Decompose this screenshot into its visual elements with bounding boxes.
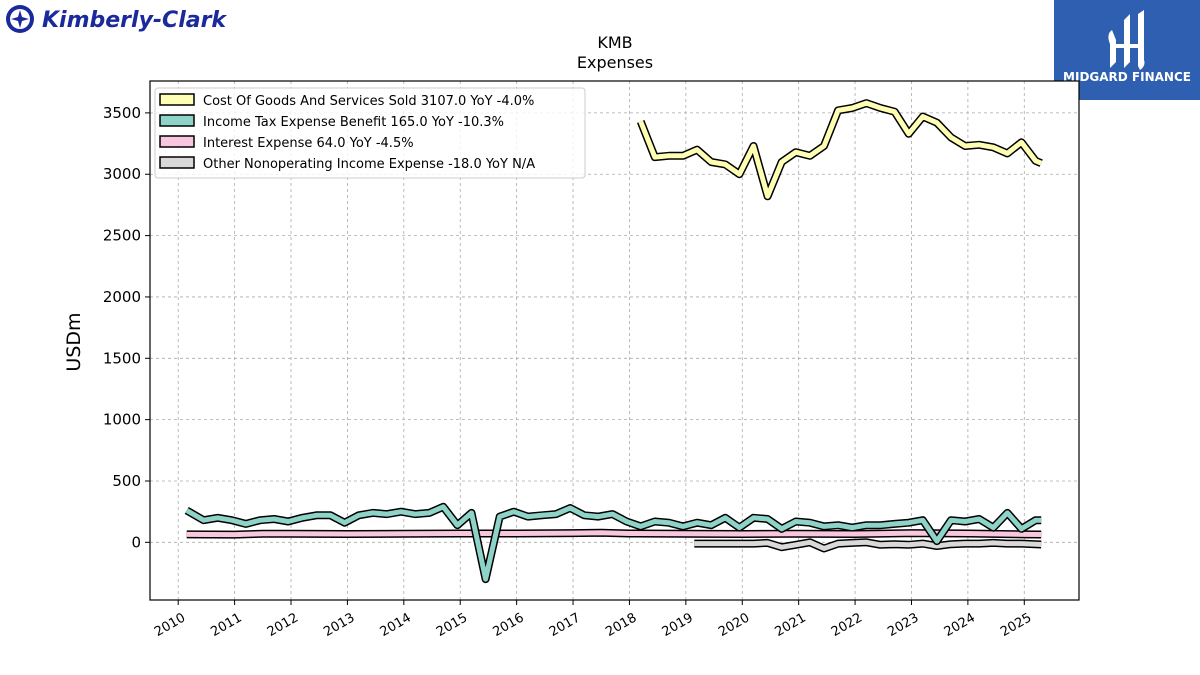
x-tick-label: 2019: [660, 610, 696, 640]
x-tick-label: 2010: [152, 610, 188, 640]
x-tick-label: 2022: [829, 610, 865, 640]
kimberly-clark-logo: Kimberly-Clark: [4, 3, 244, 35]
y-axis-label: USDm: [63, 312, 85, 371]
x-tick-label: 2015: [434, 610, 470, 640]
legend-entry-other-nonoperating: Other Nonoperating Income Expense -18.0 …: [159, 156, 535, 172]
y-tick-label: 3500: [103, 104, 141, 122]
legend-swatch-interest: [159, 135, 195, 148]
chart-subtitle: Expenses: [577, 53, 653, 72]
midgard-finance-emblem-icon: MIDGARD FINANCE: [1054, 0, 1200, 100]
plot-frame: [149, 80, 1080, 601]
y-axis-ticks: 0 500 1000 1500 2000 2500 3000 3500: [103, 104, 150, 551]
y-tick-label: 0: [131, 533, 141, 551]
y-tick-label: 3000: [103, 165, 141, 183]
x-tick-label: 2020: [716, 610, 752, 640]
kimberly-clark-emblem-icon: Kimberly-Clark: [6, 5, 227, 33]
x-axis-ticks: 2010 2011 2012 2013 2014 2015 2016 2017 2018 2019…: [152, 600, 1034, 640]
series-line-cogs: [638, 100, 1043, 199]
y-tick-label: 2500: [103, 227, 141, 245]
legend-swatch-income-tax: [159, 114, 195, 127]
series-line-interest: [186, 530, 1042, 538]
midgard-finance-logo: MIDGARD FINANCE: [1054, 0, 1200, 100]
x-tick-label: 2013: [321, 610, 357, 640]
y-tick-label: 2000: [103, 288, 141, 306]
x-tick-label: 2025: [998, 610, 1034, 640]
legend-entry-income-tax: Income Tax Expense Benefit 165.0 YoY -10…: [159, 114, 504, 130]
x-tick-label: 2023: [885, 610, 921, 640]
x-tick-label: 2021: [773, 610, 809, 640]
legend-label-cogs: Cost Of Goods And Services Sold 3107.0 Y…: [203, 94, 534, 109]
x-tick-label: 2018: [603, 610, 639, 640]
x-tick-label: 2014: [378, 610, 414, 640]
x-tick-label: 2011: [208, 610, 244, 640]
y-tick-label: 1500: [103, 349, 141, 367]
legend-swatch-other-nonoperating: [159, 156, 195, 169]
legend-label-income-tax: Income Tax Expense Benefit 165.0 YoY -10…: [203, 115, 504, 130]
legend-entry-cogs: Cost Of Goods And Services Sold 3107.0 Y…: [159, 93, 534, 109]
kimberly-clark-wordmark: Kimberly-Clark: [42, 8, 227, 33]
x-tick-label: 2012: [265, 610, 301, 640]
legend-label-interest: Interest Expense 64.0 YoY -4.5%: [203, 136, 414, 151]
chart-title: KMB: [597, 33, 632, 52]
x-tick-label: 2017: [547, 610, 583, 640]
legend-swatch-cogs: [159, 93, 195, 106]
series-lines: [184, 99, 1043, 584]
y-tick-label: 500: [112, 472, 141, 490]
y-tick-label: 1000: [103, 411, 141, 429]
series-line-income-tax: [185, 504, 1042, 582]
midgard-finance-wordmark: MIDGARD FINANCE: [1063, 70, 1191, 84]
x-tick-label: 2024: [942, 610, 978, 640]
series-line-other-nonoperating: [694, 539, 1042, 551]
legend-entry-interest: Interest Expense 64.0 YoY -4.5%: [159, 135, 414, 151]
legend: Cost Of Goods And Services Sold 3107.0 Y…: [154, 87, 586, 179]
legend-label-other-nonoperating: Other Nonoperating Income Expense -18.0 …: [203, 157, 535, 172]
legend-box: [154, 87, 586, 179]
x-tick-label: 2016: [490, 610, 526, 640]
